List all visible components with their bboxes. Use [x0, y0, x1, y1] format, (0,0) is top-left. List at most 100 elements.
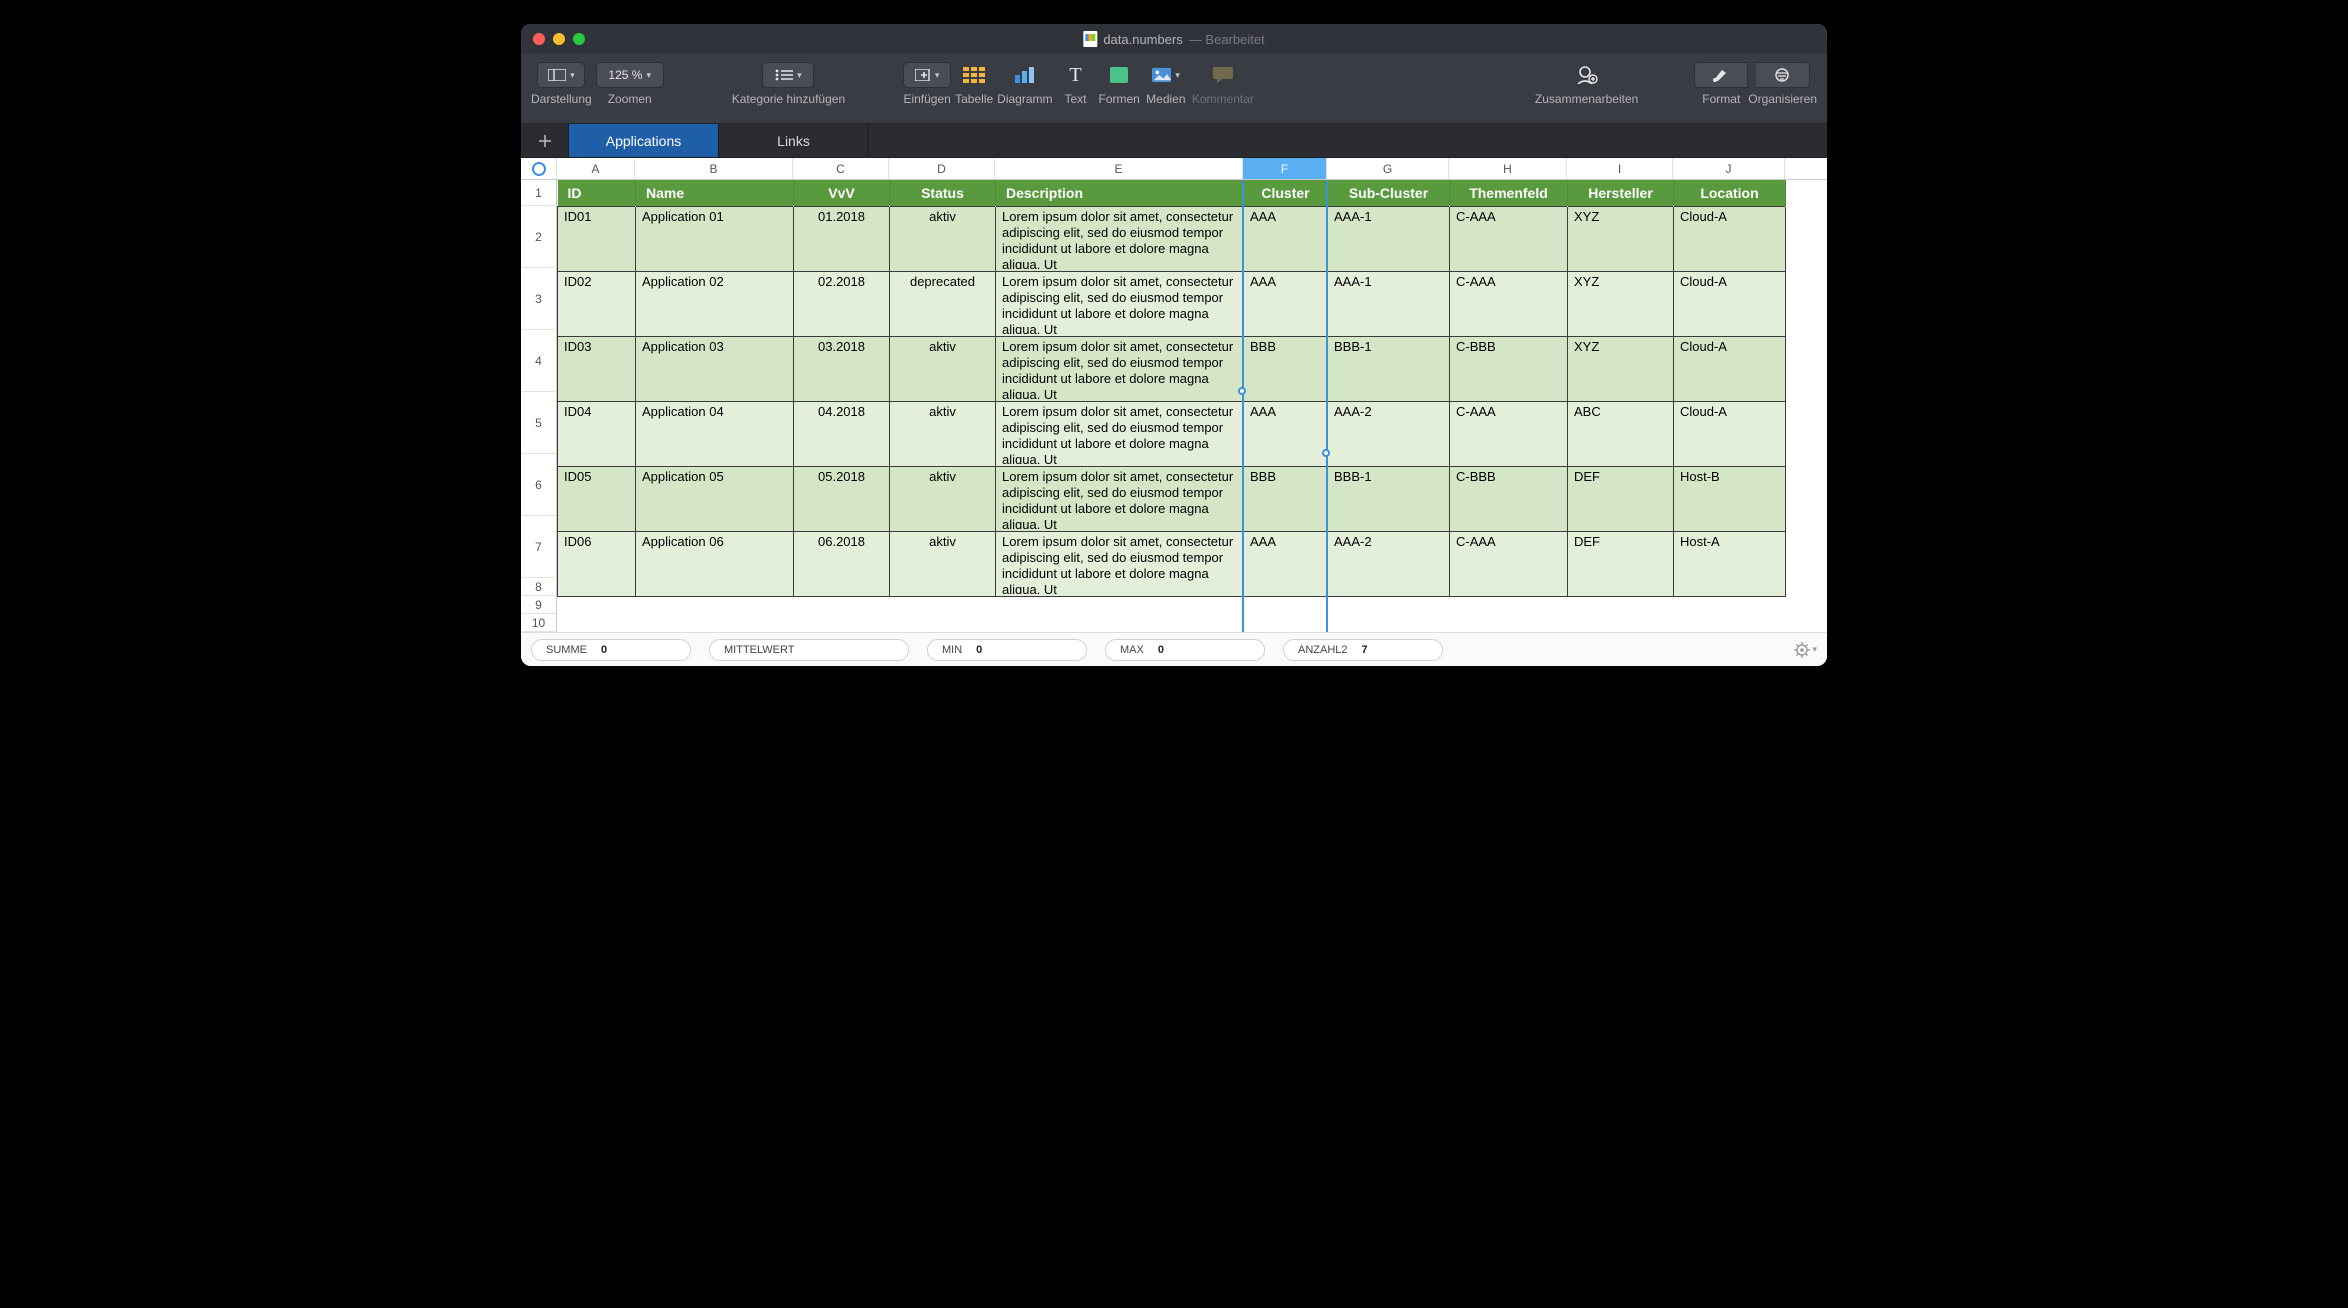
table-row[interactable]: ID05Application 0505.2018aktivLorem ipsu…	[558, 466, 1786, 531]
media-button[interactable]: ▾	[1144, 62, 1188, 88]
select-all-corner[interactable]	[521, 158, 557, 179]
row-header[interactable]: 5	[521, 392, 557, 454]
add-sheet-button[interactable]	[521, 124, 569, 157]
cell[interactable]: ID01	[558, 206, 636, 271]
cell[interactable]: Lorem ipsum dolor sit amet, consectetur …	[996, 336, 1244, 401]
chart-button[interactable]	[1006, 62, 1044, 88]
cell[interactable]: ID02	[558, 271, 636, 336]
text-button[interactable]: T	[1057, 62, 1095, 88]
cell[interactable]: AAA	[1244, 531, 1328, 596]
fullscreen-window-button[interactable]	[573, 33, 585, 45]
table-header-vvv[interactable]: VvV	[794, 180, 890, 206]
table-header-id[interactable]: ID	[558, 180, 636, 206]
organize-button[interactable]	[1756, 62, 1810, 88]
cell[interactable]: C-BBB	[1450, 336, 1568, 401]
cell[interactable]: ID06	[558, 531, 636, 596]
stat-count[interactable]: ANZAHL2 7	[1283, 639, 1443, 661]
sheet-tab-links[interactable]: Links	[719, 124, 869, 157]
shapes-button[interactable]	[1100, 62, 1138, 88]
cell[interactable]: Cloud-A	[1674, 336, 1786, 401]
cell[interactable]: Lorem ipsum dolor sit amet, consectetur …	[996, 531, 1244, 596]
cell[interactable]: BBB-1	[1328, 466, 1450, 531]
cell[interactable]: Lorem ipsum dolor sit amet, consectetur …	[996, 206, 1244, 271]
cell[interactable]: aktiv	[890, 206, 996, 271]
stat-mean[interactable]: MITTELWERT	[709, 639, 909, 661]
cell[interactable]: 04.2018	[794, 401, 890, 466]
row-header[interactable]: 1	[521, 180, 557, 206]
row-header[interactable]: 4	[521, 330, 557, 392]
table-header-sub-cluster[interactable]: Sub-Cluster	[1328, 180, 1450, 206]
cell[interactable]: AAA-1	[1328, 271, 1450, 336]
cell[interactable]: XYZ	[1568, 271, 1674, 336]
column-header-D[interactable]: D	[889, 158, 995, 179]
cell[interactable]: deprecated	[890, 271, 996, 336]
column-header-E[interactable]: E	[995, 158, 1243, 179]
column-header-J[interactable]: J	[1673, 158, 1785, 179]
collaborate-button[interactable]	[1568, 62, 1606, 88]
cell[interactable]: Application 01	[636, 206, 794, 271]
table-row[interactable]: ID04Application 0404.2018aktivLorem ipsu…	[558, 401, 1786, 466]
column-header-H[interactable]: H	[1449, 158, 1567, 179]
table-row[interactable]: ID03Application 0303.2018aktivLorem ipsu…	[558, 336, 1786, 401]
cell[interactable]: aktiv	[890, 466, 996, 531]
cell[interactable]: 02.2018	[794, 271, 890, 336]
table-header-name[interactable]: Name	[636, 180, 794, 206]
stat-max[interactable]: MAX 0	[1105, 639, 1265, 661]
row-header[interactable]: 10	[521, 614, 557, 632]
grid[interactable]: IDNameVvVStatusDescriptionClusterSub-Clu…	[557, 180, 1786, 632]
table-header-cluster[interactable]: Cluster	[1244, 180, 1328, 206]
row-header[interactable]: 9	[521, 596, 557, 614]
cell[interactable]: Cloud-A	[1674, 401, 1786, 466]
cell[interactable]: BBB-1	[1328, 336, 1450, 401]
cell[interactable]: AAA	[1244, 271, 1328, 336]
cell[interactable]: Host-B	[1674, 466, 1786, 531]
column-header-F[interactable]: F	[1243, 158, 1327, 179]
cell[interactable]: Cloud-A	[1674, 206, 1786, 271]
column-header-G[interactable]: G	[1327, 158, 1449, 179]
cell[interactable]: Lorem ipsum dolor sit amet, consectetur …	[996, 466, 1244, 531]
table-header-location[interactable]: Location	[1674, 180, 1786, 206]
row-header[interactable]: 6	[521, 454, 557, 516]
cell[interactable]: C-BBB	[1450, 466, 1568, 531]
cell[interactable]: C-AAA	[1450, 271, 1568, 336]
stat-min[interactable]: MIN 0	[927, 639, 1087, 661]
cell[interactable]: aktiv	[890, 401, 996, 466]
cell[interactable]: AAA	[1244, 401, 1328, 466]
statusbar-settings-button[interactable]: ▾	[1794, 642, 1817, 658]
table-button[interactable]	[955, 62, 993, 88]
row-header[interactable]: 3	[521, 268, 557, 330]
cell[interactable]: ID05	[558, 466, 636, 531]
cell[interactable]: C-AAA	[1450, 206, 1568, 271]
cell[interactable]: ID03	[558, 336, 636, 401]
cell[interactable]: aktiv	[890, 531, 996, 596]
comment-button[interactable]	[1204, 62, 1242, 88]
cell[interactable]: AAA-1	[1328, 206, 1450, 271]
cell[interactable]: AAA-2	[1328, 531, 1450, 596]
cell[interactable]: XYZ	[1568, 336, 1674, 401]
format-button[interactable]	[1694, 62, 1748, 88]
insert-button[interactable]: ▾	[903, 62, 951, 88]
stat-sum[interactable]: SUMME 0	[531, 639, 691, 661]
table-header-description[interactable]: Description	[996, 180, 1244, 206]
cell[interactable]: Host-A	[1674, 531, 1786, 596]
cell[interactable]: Application 02	[636, 271, 794, 336]
cell[interactable]: Application 05	[636, 466, 794, 531]
cell[interactable]: 01.2018	[794, 206, 890, 271]
zoom-button[interactable]: 125 % ▾	[596, 62, 664, 88]
row-header[interactable]: 2	[521, 206, 557, 268]
minimize-window-button[interactable]	[553, 33, 565, 45]
cell[interactable]: AAA	[1244, 206, 1328, 271]
table-row[interactable]: ID06Application 0606.2018aktivLorem ipsu…	[558, 531, 1786, 596]
row-header[interactable]: 8	[521, 578, 557, 596]
column-header-A[interactable]: A	[557, 158, 635, 179]
column-header-B[interactable]: B	[635, 158, 793, 179]
cell[interactable]: 06.2018	[794, 531, 890, 596]
close-window-button[interactable]	[533, 33, 545, 45]
cell[interactable]: Cloud-A	[1674, 271, 1786, 336]
table-row[interactable]: ID02Application 0202.2018deprecatedLorem…	[558, 271, 1786, 336]
cell[interactable]: ID04	[558, 401, 636, 466]
cell[interactable]: BBB	[1244, 336, 1328, 401]
table-row[interactable]: ID01Application 0101.2018aktivLorem ipsu…	[558, 206, 1786, 271]
cell[interactable]: DEF	[1568, 531, 1674, 596]
cell[interactable]: Application 06	[636, 531, 794, 596]
